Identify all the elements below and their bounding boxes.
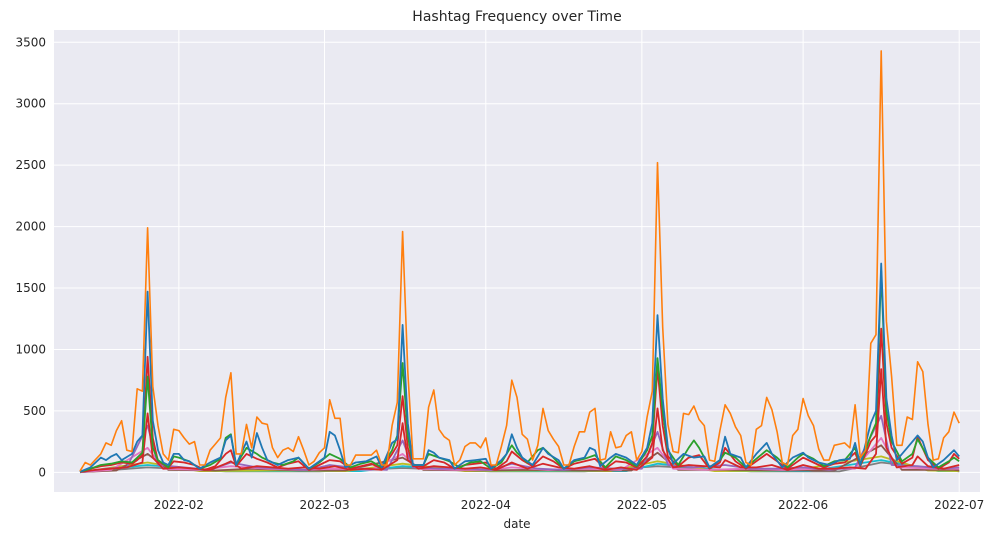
x-tick-labels: 2022-02 2022-03 2022-04 2022-05 2022-06 2022-… — [154, 498, 984, 512]
y-tick-label: 0 — [38, 465, 46, 479]
y-tick-label: 2500 — [15, 158, 46, 172]
series-lines — [79, 50, 960, 474]
plot-area — [54, 30, 980, 492]
y-tick-label: 2000 — [15, 220, 46, 234]
x-tick-label: 2022-03 — [299, 498, 349, 512]
x-tick-label: 2022-04 — [461, 498, 511, 512]
grid — [54, 30, 980, 492]
x-tick-label: 2022-07 — [934, 498, 984, 512]
chart-title: Hashtag Frequency over Time — [412, 9, 621, 25]
y-tick-label: 3000 — [15, 97, 46, 111]
series-line — [79, 50, 960, 472]
series-line — [79, 368, 960, 473]
x-axis-label: date — [503, 517, 530, 531]
y-tick-label: 1000 — [15, 342, 46, 356]
y-tick-label: 500 — [23, 404, 46, 418]
x-tick-label: 2022-05 — [617, 498, 667, 512]
series-line — [79, 269, 960, 473]
y-tick-label: 3500 — [15, 35, 46, 49]
y-tick-labels: 0 500 1000 1500 2000 2500 3000 3500 — [15, 35, 46, 479]
y-tick-label: 1500 — [15, 281, 46, 295]
x-tick-label: 2022-02 — [154, 498, 204, 512]
series-line — [79, 262, 960, 473]
x-tick-label: 2022-06 — [778, 498, 828, 512]
